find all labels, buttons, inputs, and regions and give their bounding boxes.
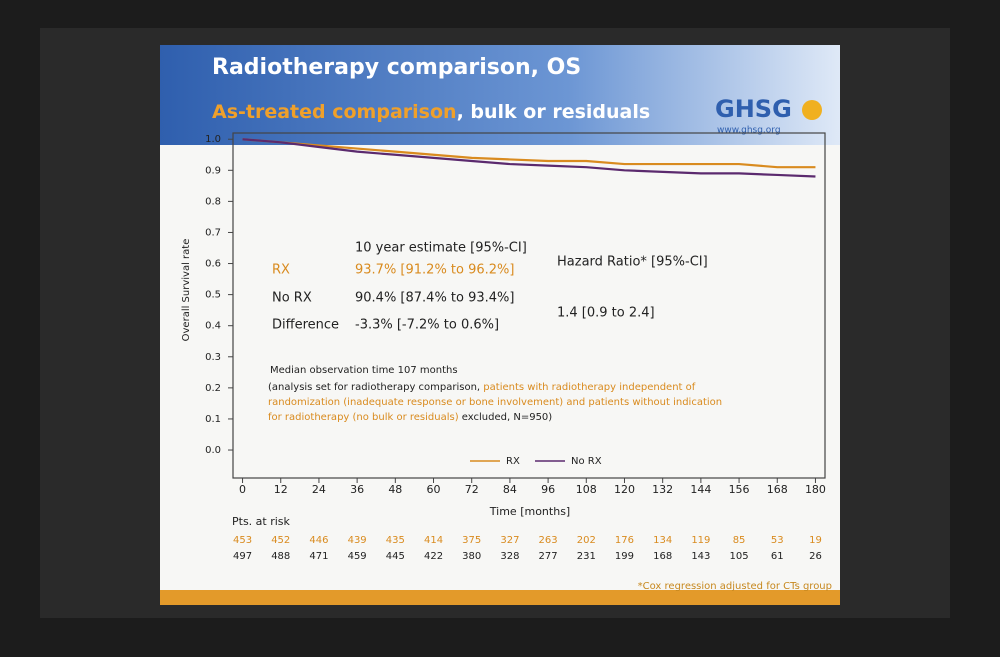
x-tick-label: 156 <box>729 483 750 496</box>
y-tick-label: 1.0 <box>205 134 221 145</box>
risk-count: 19 <box>809 535 822 546</box>
x-tick-label: 120 <box>614 483 635 496</box>
x-tick-label: 12 <box>274 483 288 496</box>
risk-count: 380 <box>462 551 481 562</box>
risk-count: 53 <box>771 535 784 546</box>
note-part: excluded, N=950) <box>458 412 553 423</box>
x-axis-label: Time [months] <box>489 505 570 518</box>
y-tick-label: 0.4 <box>205 321 221 332</box>
footnote: *Cox regression adjusted for CTs group <box>638 581 832 592</box>
note-highlight: patients with radiotherapy independent o… <box>268 382 723 423</box>
risk-count: 263 <box>539 535 558 546</box>
analysis-note: (analysis set for radiotherapy compariso… <box>268 380 738 425</box>
risk-label: Pts. at risk <box>232 515 291 528</box>
risk-count: 414 <box>424 535 443 546</box>
risk-count: 328 <box>500 551 519 562</box>
risk-count: 497 <box>233 551 252 562</box>
logo-text: GHSG <box>715 95 792 123</box>
y-tick-label: 0.7 <box>205 227 221 238</box>
legend-label: No RX <box>571 456 602 467</box>
y-tick-label: 0.0 <box>205 445 221 456</box>
risk-count: 446 <box>309 535 328 546</box>
row-label: RX <box>272 263 290 278</box>
estimate-header: 10 year estimate [95%-CI] <box>355 241 527 256</box>
risk-count: 488 <box>271 551 290 562</box>
legend-label: RX <box>506 456 520 467</box>
risk-count: 277 <box>539 551 558 562</box>
slide-footer-bar <box>160 590 840 605</box>
risk-count: 471 <box>309 551 328 562</box>
y-tick-label: 0.3 <box>205 352 221 363</box>
x-tick-label: 72 <box>465 483 479 496</box>
median-note: Median observation time 107 months <box>270 365 458 376</box>
x-tick-label: 168 <box>767 483 788 496</box>
row-estimate: -3.3% [-7.2% to 0.6%] <box>355 318 499 333</box>
slide-header <box>160 45 840 145</box>
logo-icon <box>802 100 822 120</box>
hr-header: Hazard Ratio* [95%-CI] <box>557 255 708 270</box>
y-tick-label: 0.1 <box>205 414 221 425</box>
x-tick-label: 84 <box>503 483 517 496</box>
risk-count: 445 <box>386 551 405 562</box>
row-label: No RX <box>272 291 312 306</box>
risk-count: 61 <box>771 551 784 562</box>
risk-count: 422 <box>424 551 443 562</box>
y-tick-label: 0.6 <box>205 259 221 270</box>
risk-count: 435 <box>386 535 405 546</box>
survival-curve <box>242 138 816 169</box>
x-tick-label: 36 <box>350 483 364 496</box>
risk-count: 375 <box>462 535 481 546</box>
row-hr: 1.4 [0.9 to 2.4] <box>557 306 655 321</box>
subtitle-rest: , bulk or residuals <box>457 101 651 123</box>
risk-count: 459 <box>348 551 367 562</box>
risk-count: 202 <box>577 535 596 546</box>
x-tick-label: 132 <box>652 483 673 496</box>
risk-count: 26 <box>809 551 822 562</box>
risk-count: 176 <box>615 535 634 546</box>
y-tick-label: 0.5 <box>205 290 221 301</box>
x-tick-label: 24 <box>312 483 326 496</box>
x-tick-label: 60 <box>427 483 441 496</box>
chart-subtitle: As-treated comparison, bulk or residuals <box>212 101 650 123</box>
logo-url: www.ghsg.org <box>717 126 781 136</box>
risk-count: 85 <box>733 535 746 546</box>
risk-count: 327 <box>500 535 519 546</box>
risk-count: 105 <box>730 551 749 562</box>
x-tick-label: 180 <box>805 483 826 496</box>
subtitle-highlight: As-treated comparison <box>212 101 457 123</box>
row-estimate: 90.4% [87.4% to 93.4%] <box>355 291 515 306</box>
plot-frame <box>232 132 826 479</box>
survival-curve <box>242 138 816 178</box>
x-tick-label: 108 <box>576 483 597 496</box>
chart-title: Radiotherapy comparison, OS <box>212 55 581 80</box>
risk-count: 134 <box>653 535 672 546</box>
risk-count: 168 <box>653 551 672 562</box>
risk-count: 231 <box>577 551 596 562</box>
y-tick-label: 0.8 <box>205 196 221 207</box>
row-label: Difference <box>272 318 339 333</box>
note-part: (analysis set for radiotherapy compariso… <box>268 382 484 393</box>
risk-count: 143 <box>691 551 710 562</box>
y-tick-label: 0.9 <box>205 165 221 176</box>
risk-count: 119 <box>691 535 710 546</box>
x-tick-label: 0 <box>239 483 246 496</box>
risk-count: 199 <box>615 551 634 562</box>
risk-count: 453 <box>233 535 252 546</box>
y-tick-label: 0.2 <box>205 383 221 394</box>
y-axis-label: Overall Survival rate <box>181 239 192 342</box>
risk-count: 439 <box>348 535 367 546</box>
x-tick-label: 96 <box>541 483 555 496</box>
x-tick-label: 48 <box>388 483 402 496</box>
row-estimate: 93.7% [91.2% to 96.2%] <box>355 263 515 278</box>
risk-count: 452 <box>271 535 290 546</box>
x-tick-label: 144 <box>690 483 711 496</box>
